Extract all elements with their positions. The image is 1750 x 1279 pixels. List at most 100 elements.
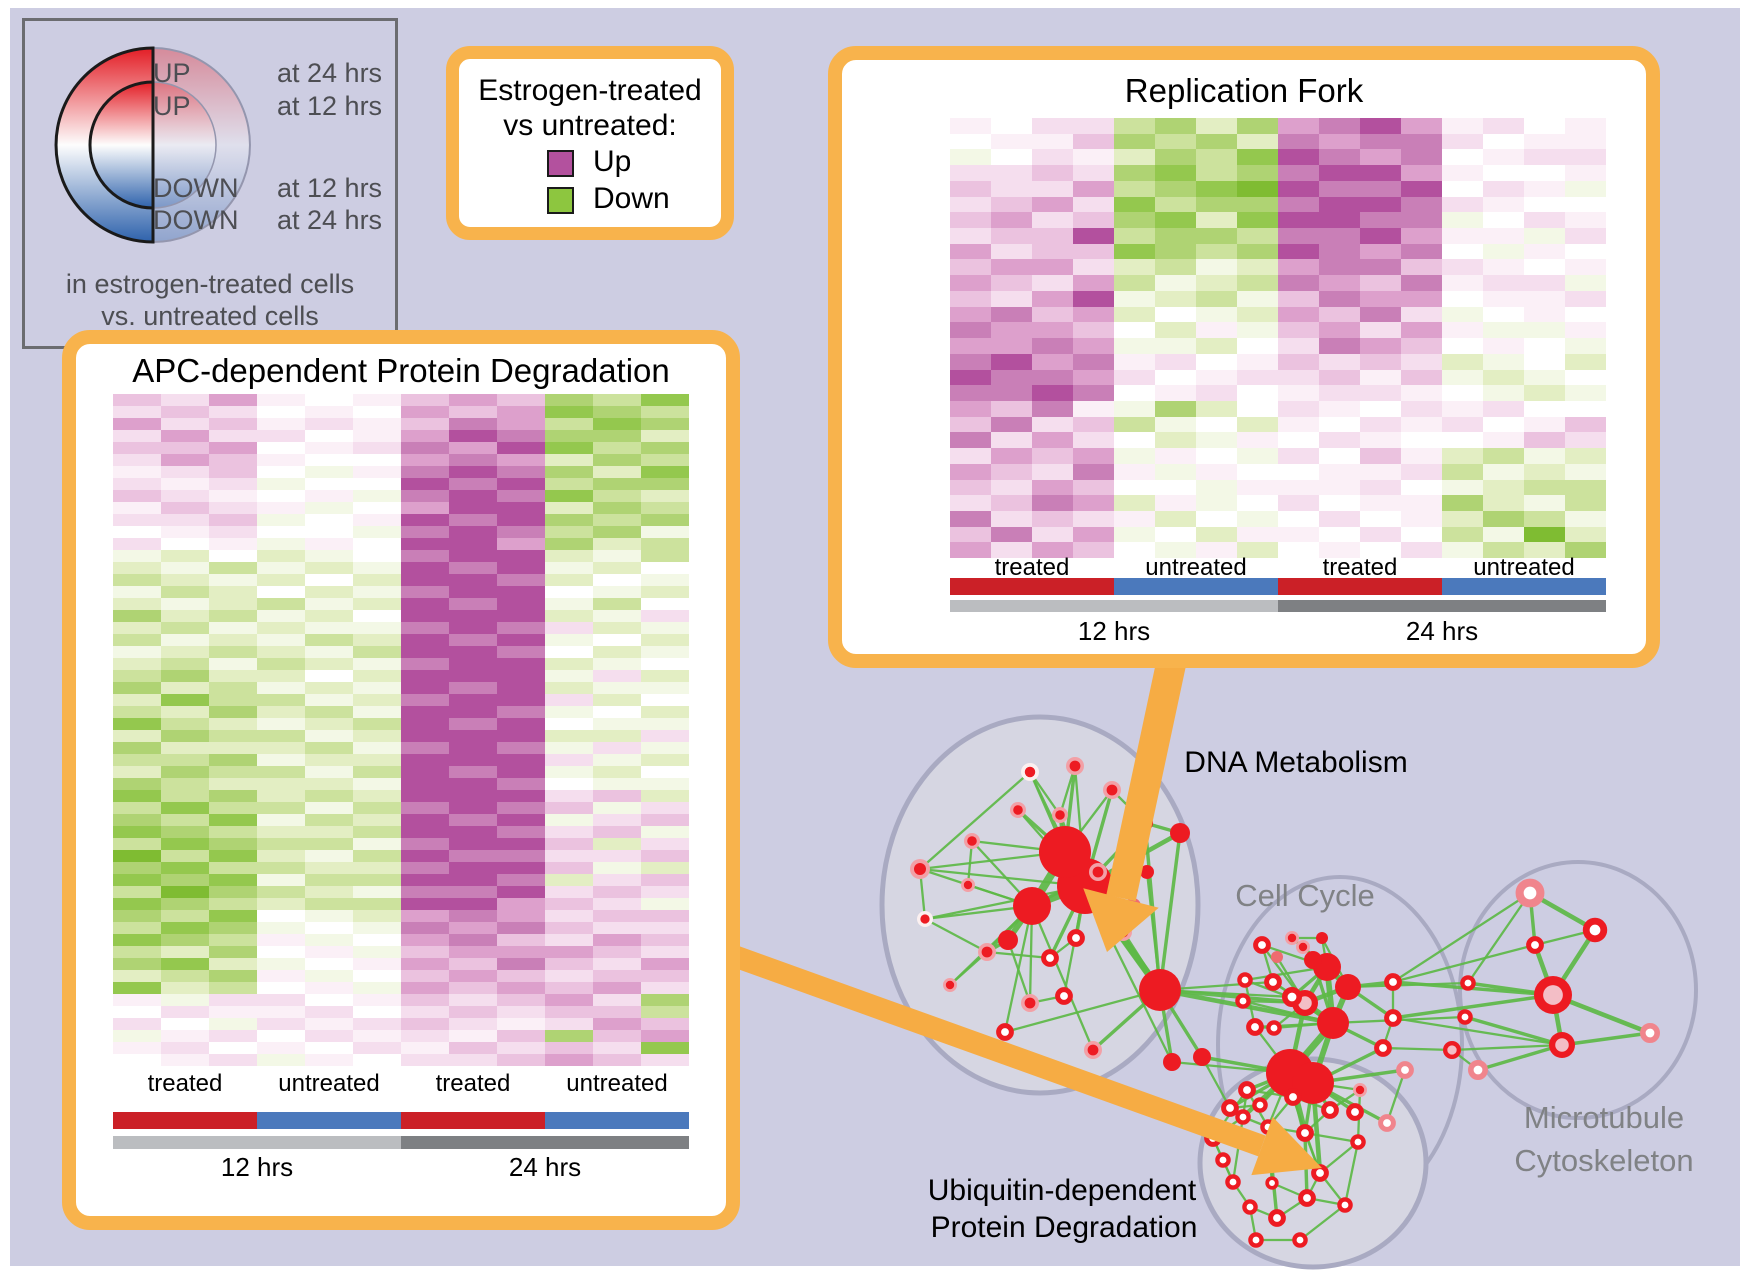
heatmap-cell bbox=[161, 910, 209, 922]
heatmap-row bbox=[950, 369, 1606, 386]
heatmap-cell bbox=[545, 994, 593, 1006]
heatmap-cell bbox=[991, 479, 1032, 496]
heatmap-cell bbox=[497, 610, 545, 622]
heatmap-cell bbox=[950, 275, 991, 291]
heatmap-cell bbox=[161, 1042, 209, 1054]
heatmap-cell bbox=[1401, 275, 1442, 291]
heatmap-cell bbox=[593, 814, 641, 826]
heatmap-cell bbox=[1319, 149, 1360, 166]
network-node bbox=[1055, 987, 1073, 1005]
heatmap-cell bbox=[161, 622, 209, 634]
heatmap-cell bbox=[209, 1030, 257, 1042]
heatmap-cell bbox=[1483, 290, 1524, 307]
heatmap-cell bbox=[641, 886, 689, 898]
heatmap-cell bbox=[1196, 400, 1237, 417]
heatmap-cell bbox=[497, 1054, 545, 1066]
heatmap-cell bbox=[1319, 338, 1360, 354]
heatmap-cell bbox=[161, 922, 209, 934]
heatmap-cell bbox=[305, 994, 353, 1006]
heatmap-cell bbox=[1524, 306, 1565, 323]
heatmap-cell bbox=[593, 850, 641, 862]
heatmap-cell bbox=[1155, 133, 1196, 150]
heatmap-cell bbox=[449, 706, 497, 718]
heatmap-cell bbox=[1401, 133, 1442, 150]
heatmap-cell bbox=[1565, 338, 1606, 354]
heatmap-cell bbox=[1360, 243, 1401, 260]
heatmap-cell bbox=[593, 514, 641, 526]
heatmap-cell bbox=[449, 802, 497, 814]
heatmap-cell bbox=[950, 149, 991, 166]
heatmap-cell bbox=[1442, 275, 1483, 291]
heatmap-cell bbox=[1319, 243, 1360, 260]
network-label: Ubiquitin-dependent bbox=[928, 1174, 1197, 1207]
heatmap-cell bbox=[497, 886, 545, 898]
heatmap-cell bbox=[113, 754, 161, 766]
heatmap-cell bbox=[401, 946, 449, 958]
heatmap-cell bbox=[1442, 228, 1483, 244]
heatmap-cell bbox=[1278, 526, 1319, 543]
heatmap-cell bbox=[1360, 369, 1401, 386]
heatmap-cell bbox=[1442, 212, 1483, 229]
heatmap-cell bbox=[257, 394, 305, 406]
heatmap-cell bbox=[991, 400, 1032, 417]
heatmap-cell bbox=[161, 502, 209, 514]
heatmap-cell bbox=[1524, 338, 1565, 354]
apc-heatmap bbox=[113, 394, 689, 1066]
heatmap-cell bbox=[1237, 243, 1278, 260]
heatmap-cell bbox=[545, 406, 593, 418]
heatmap-cell bbox=[1565, 526, 1606, 543]
heatmap-cell bbox=[1442, 448, 1483, 464]
heatmap-cell bbox=[1114, 448, 1155, 464]
heatmap-cell bbox=[305, 826, 353, 838]
heatmap-cell bbox=[1155, 243, 1196, 260]
heatmap-cell bbox=[1237, 165, 1278, 181]
heatmap-cell bbox=[209, 730, 257, 742]
heatmap-cell bbox=[209, 526, 257, 538]
heatmap-cell bbox=[1278, 165, 1319, 181]
heatmap-cell bbox=[1155, 385, 1196, 401]
heatmap-cell bbox=[1114, 196, 1155, 213]
heatmap-cell bbox=[401, 598, 449, 610]
heatmap-cell bbox=[1073, 448, 1114, 464]
heatmap-cell bbox=[1360, 118, 1401, 134]
heatmap-cell bbox=[209, 982, 257, 994]
heatmap-cell bbox=[353, 514, 401, 526]
heatmap-cell bbox=[449, 646, 497, 658]
heatmap-cell bbox=[991, 196, 1032, 213]
heatmap-cell bbox=[353, 958, 401, 970]
heatmap-cell bbox=[449, 682, 497, 694]
heatmap-cell bbox=[497, 418, 545, 430]
heatmap-cell bbox=[1196, 212, 1237, 229]
time-label: 12 hrs bbox=[1077, 616, 1151, 646]
heatmap-cell bbox=[449, 454, 497, 466]
heatmap-cell bbox=[161, 490, 209, 502]
heatmap-cell bbox=[1237, 338, 1278, 354]
heatmap-cell bbox=[449, 754, 497, 766]
heatmap-cell bbox=[593, 490, 641, 502]
heatmap-cell bbox=[641, 394, 689, 406]
heatmap-cell bbox=[113, 994, 161, 1006]
heatmap-cell bbox=[641, 598, 689, 610]
heatmap-cell bbox=[1401, 495, 1442, 511]
heatmap-cell bbox=[1524, 228, 1565, 244]
heatmap-cell bbox=[1401, 149, 1442, 166]
heatmap-cell bbox=[1360, 212, 1401, 229]
heatmap-cell bbox=[545, 982, 593, 994]
heatmap-cell bbox=[1237, 463, 1278, 480]
network-node bbox=[1235, 993, 1251, 1009]
arrow-shaft bbox=[730, 945, 1266, 1157]
heatmap-cell bbox=[257, 958, 305, 970]
heatmap-cell bbox=[593, 934, 641, 946]
heatmap-cell bbox=[641, 1006, 689, 1018]
apc-time-labels: 12 hrs 24 hrs bbox=[113, 1152, 689, 1183]
heatmap-cell bbox=[1319, 212, 1360, 229]
heatmap-cell bbox=[545, 826, 593, 838]
heatmap-cell bbox=[1442, 510, 1483, 527]
heatmap-cell bbox=[1114, 353, 1155, 370]
heatmap-cell bbox=[991, 165, 1032, 181]
heatmap-cell bbox=[545, 1030, 593, 1042]
heatmap-cell bbox=[1237, 400, 1278, 417]
heatmap-cell bbox=[353, 790, 401, 802]
heatmap-cell bbox=[353, 1018, 401, 1030]
heatmap-cell bbox=[257, 646, 305, 658]
